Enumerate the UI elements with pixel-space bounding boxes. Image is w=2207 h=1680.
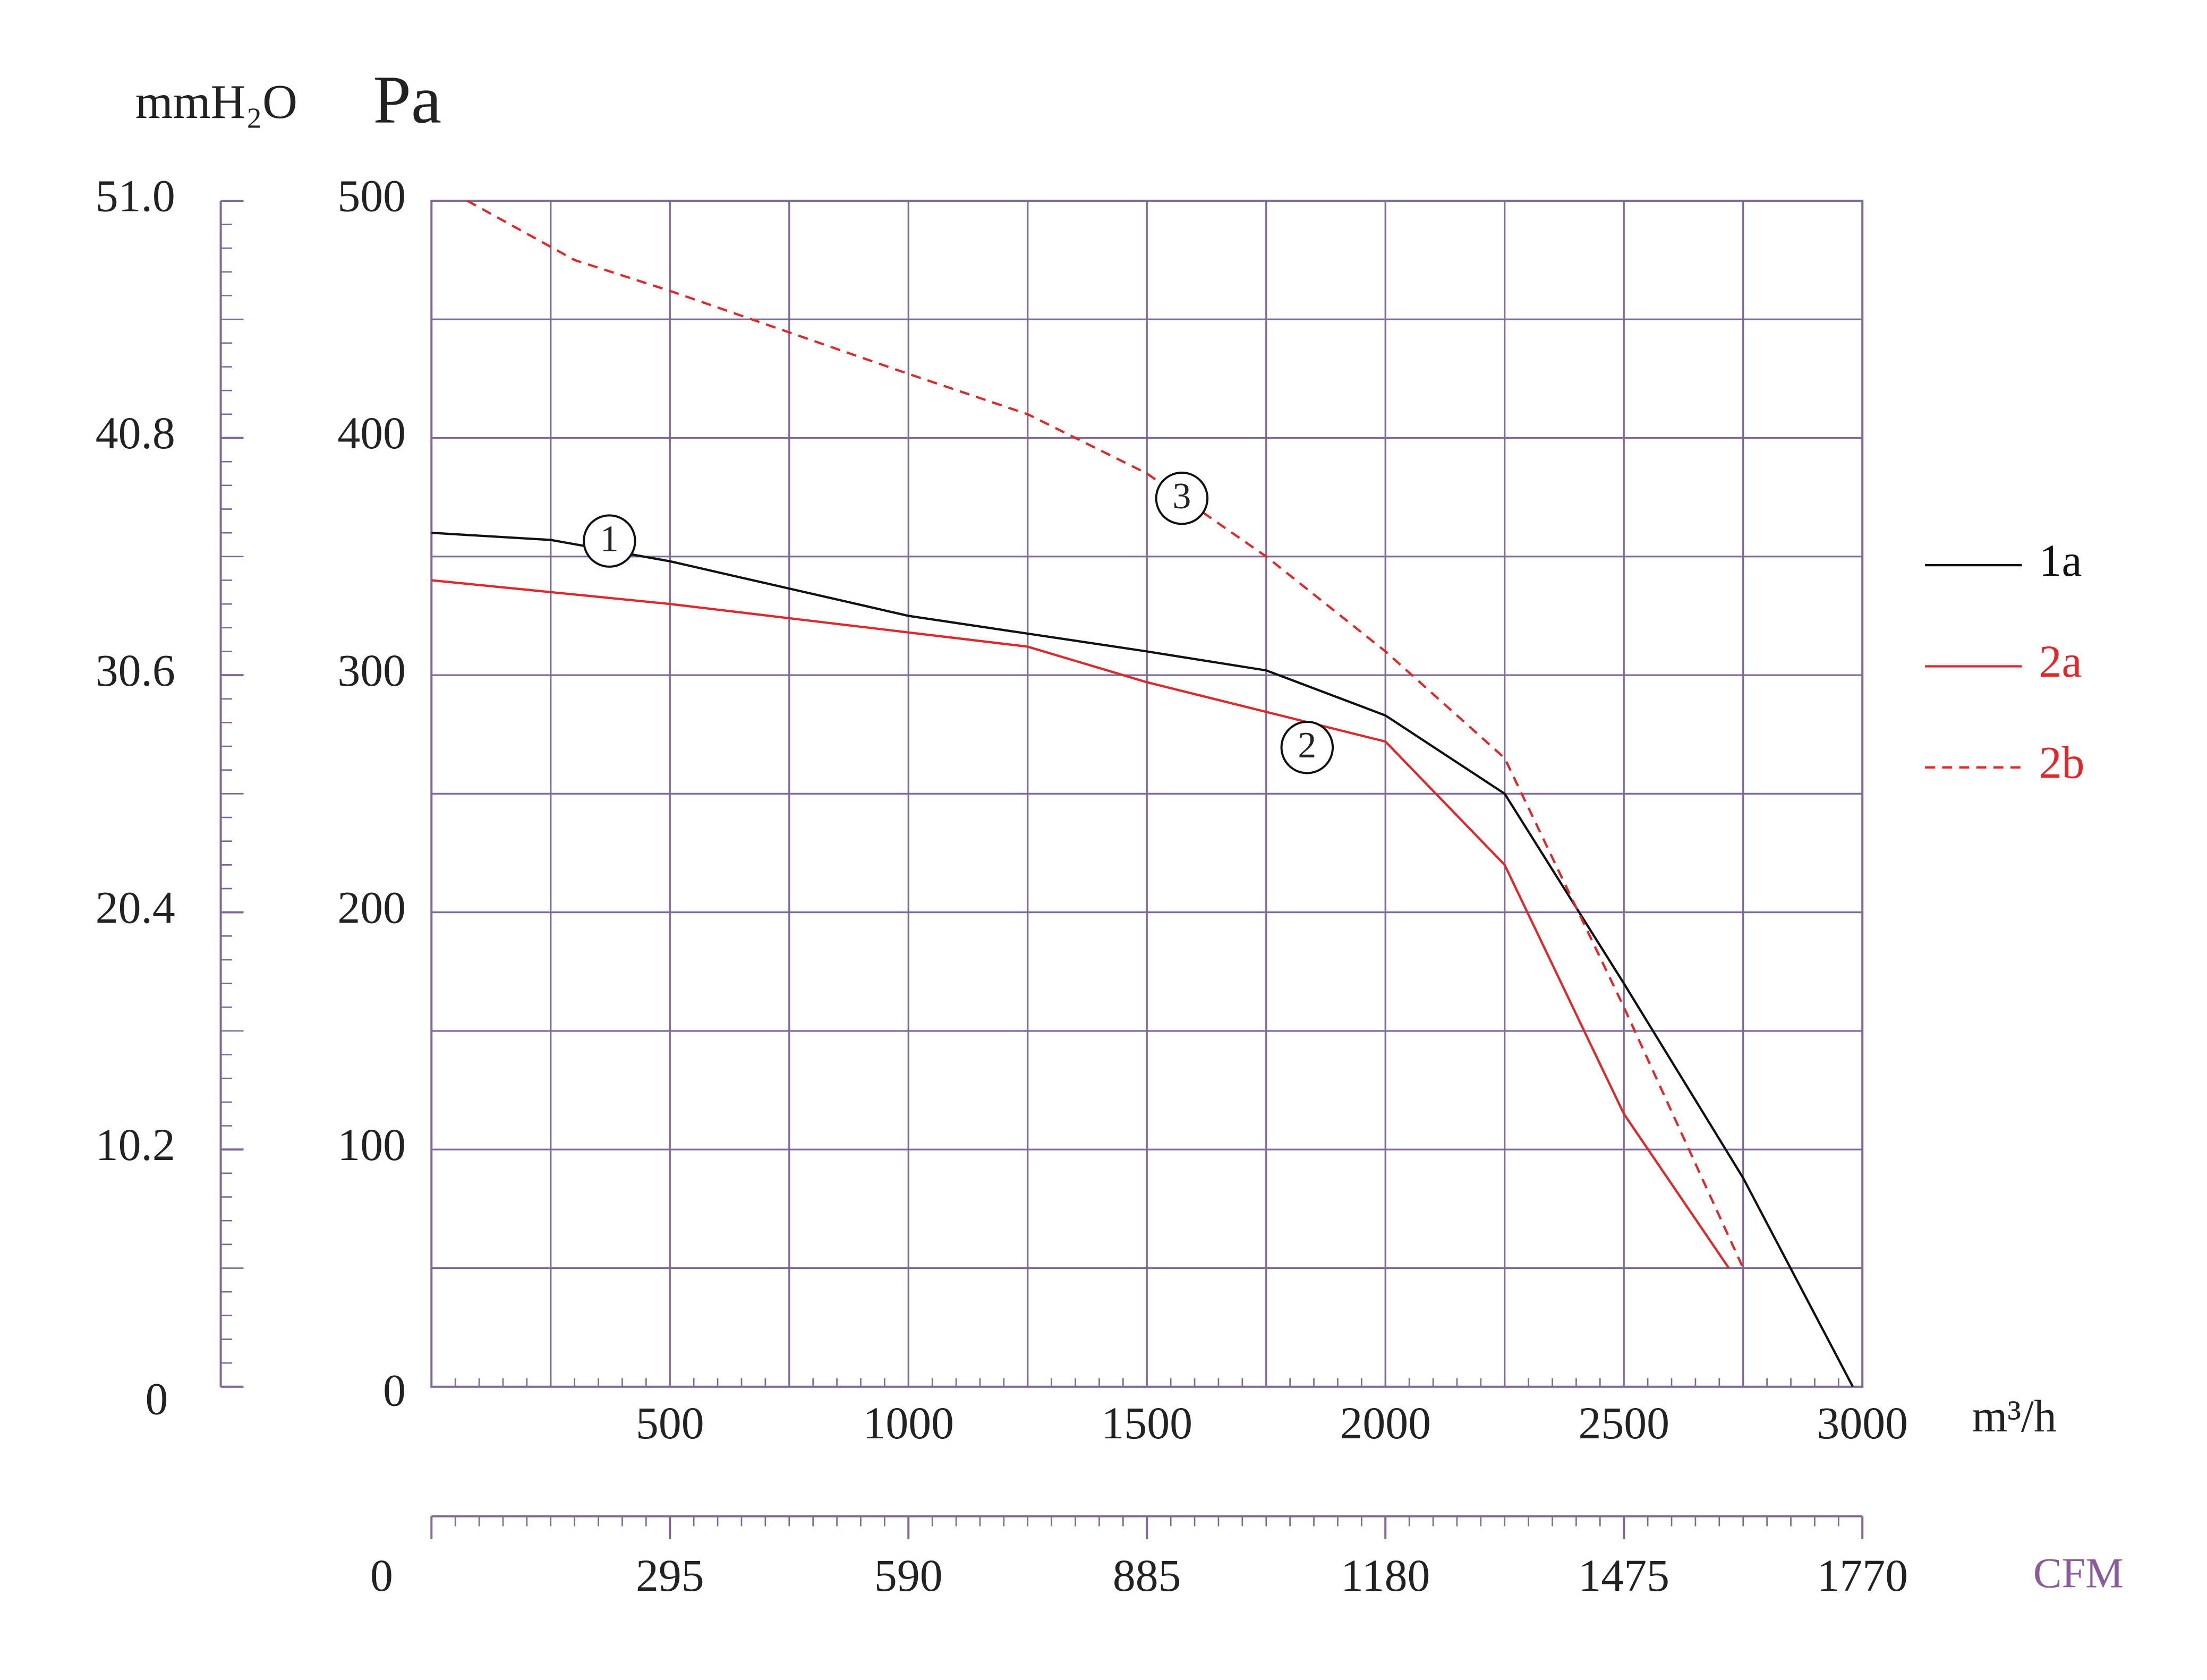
series-line <box>431 532 1854 1387</box>
x2-tick-label: 295 <box>636 1550 704 1601</box>
curve-label: 1 <box>600 518 619 559</box>
y2-tick-label: 0 <box>146 1374 168 1425</box>
curve-label-circle <box>583 514 636 568</box>
x2-tick-label: 1770 <box>1817 1550 1908 1601</box>
x2-tick-label: 1180 <box>1341 1550 1430 1601</box>
series-line <box>431 579 1730 1269</box>
y2-tick-label: 40.8 <box>96 408 175 458</box>
curve-label-circle <box>1280 721 1334 774</box>
y2-tick-label: 20.4 <box>96 882 175 933</box>
y2-axis-label: mmH₂O <box>135 75 297 129</box>
x-axis-label: m³/h <box>1972 1391 2057 1442</box>
x-tick-label: 1000 <box>863 1398 955 1448</box>
x2-tick-label: 590 <box>874 1550 943 1601</box>
legend-label: 2a <box>2039 636 2082 687</box>
y-axis-label: Pa <box>373 62 441 138</box>
y-tick-label: 0 <box>383 1366 406 1416</box>
series-line <box>466 200 1744 1269</box>
x-tick-label: 2000 <box>1340 1398 1431 1448</box>
x2-tick-label: 1475 <box>1578 1550 1669 1601</box>
x-tick-label: 3000 <box>1817 1398 1908 1448</box>
y-tick-label: 400 <box>337 408 406 458</box>
x-tick-label: 500 <box>636 1398 704 1448</box>
legend-label: 2b <box>2039 737 2085 788</box>
y-tick-label: 100 <box>337 1120 406 1170</box>
x2-tick-label: 885 <box>1113 1550 1181 1601</box>
x-tick-label: 1500 <box>1101 1398 1192 1448</box>
x-tick-label: 2500 <box>1578 1398 1669 1448</box>
y-tick-label: 200 <box>337 882 406 933</box>
x2-axis-label: CFM <box>2033 1549 2124 1597</box>
y-tick-label: 300 <box>337 645 406 696</box>
curve-label-circle <box>1155 471 1209 525</box>
curve-label: 2 <box>1298 725 1316 766</box>
y2-tick-label: 10.2 <box>96 1120 175 1170</box>
x2-tick-label: 0 <box>370 1550 393 1601</box>
legend-label: 1a <box>2039 535 2082 586</box>
curve-label: 3 <box>1173 476 1191 517</box>
y-tick-label: 500 <box>337 171 406 221</box>
y2-tick-label: 51.0 <box>96 171 175 221</box>
y2-tick-label: 30.6 <box>96 645 175 696</box>
